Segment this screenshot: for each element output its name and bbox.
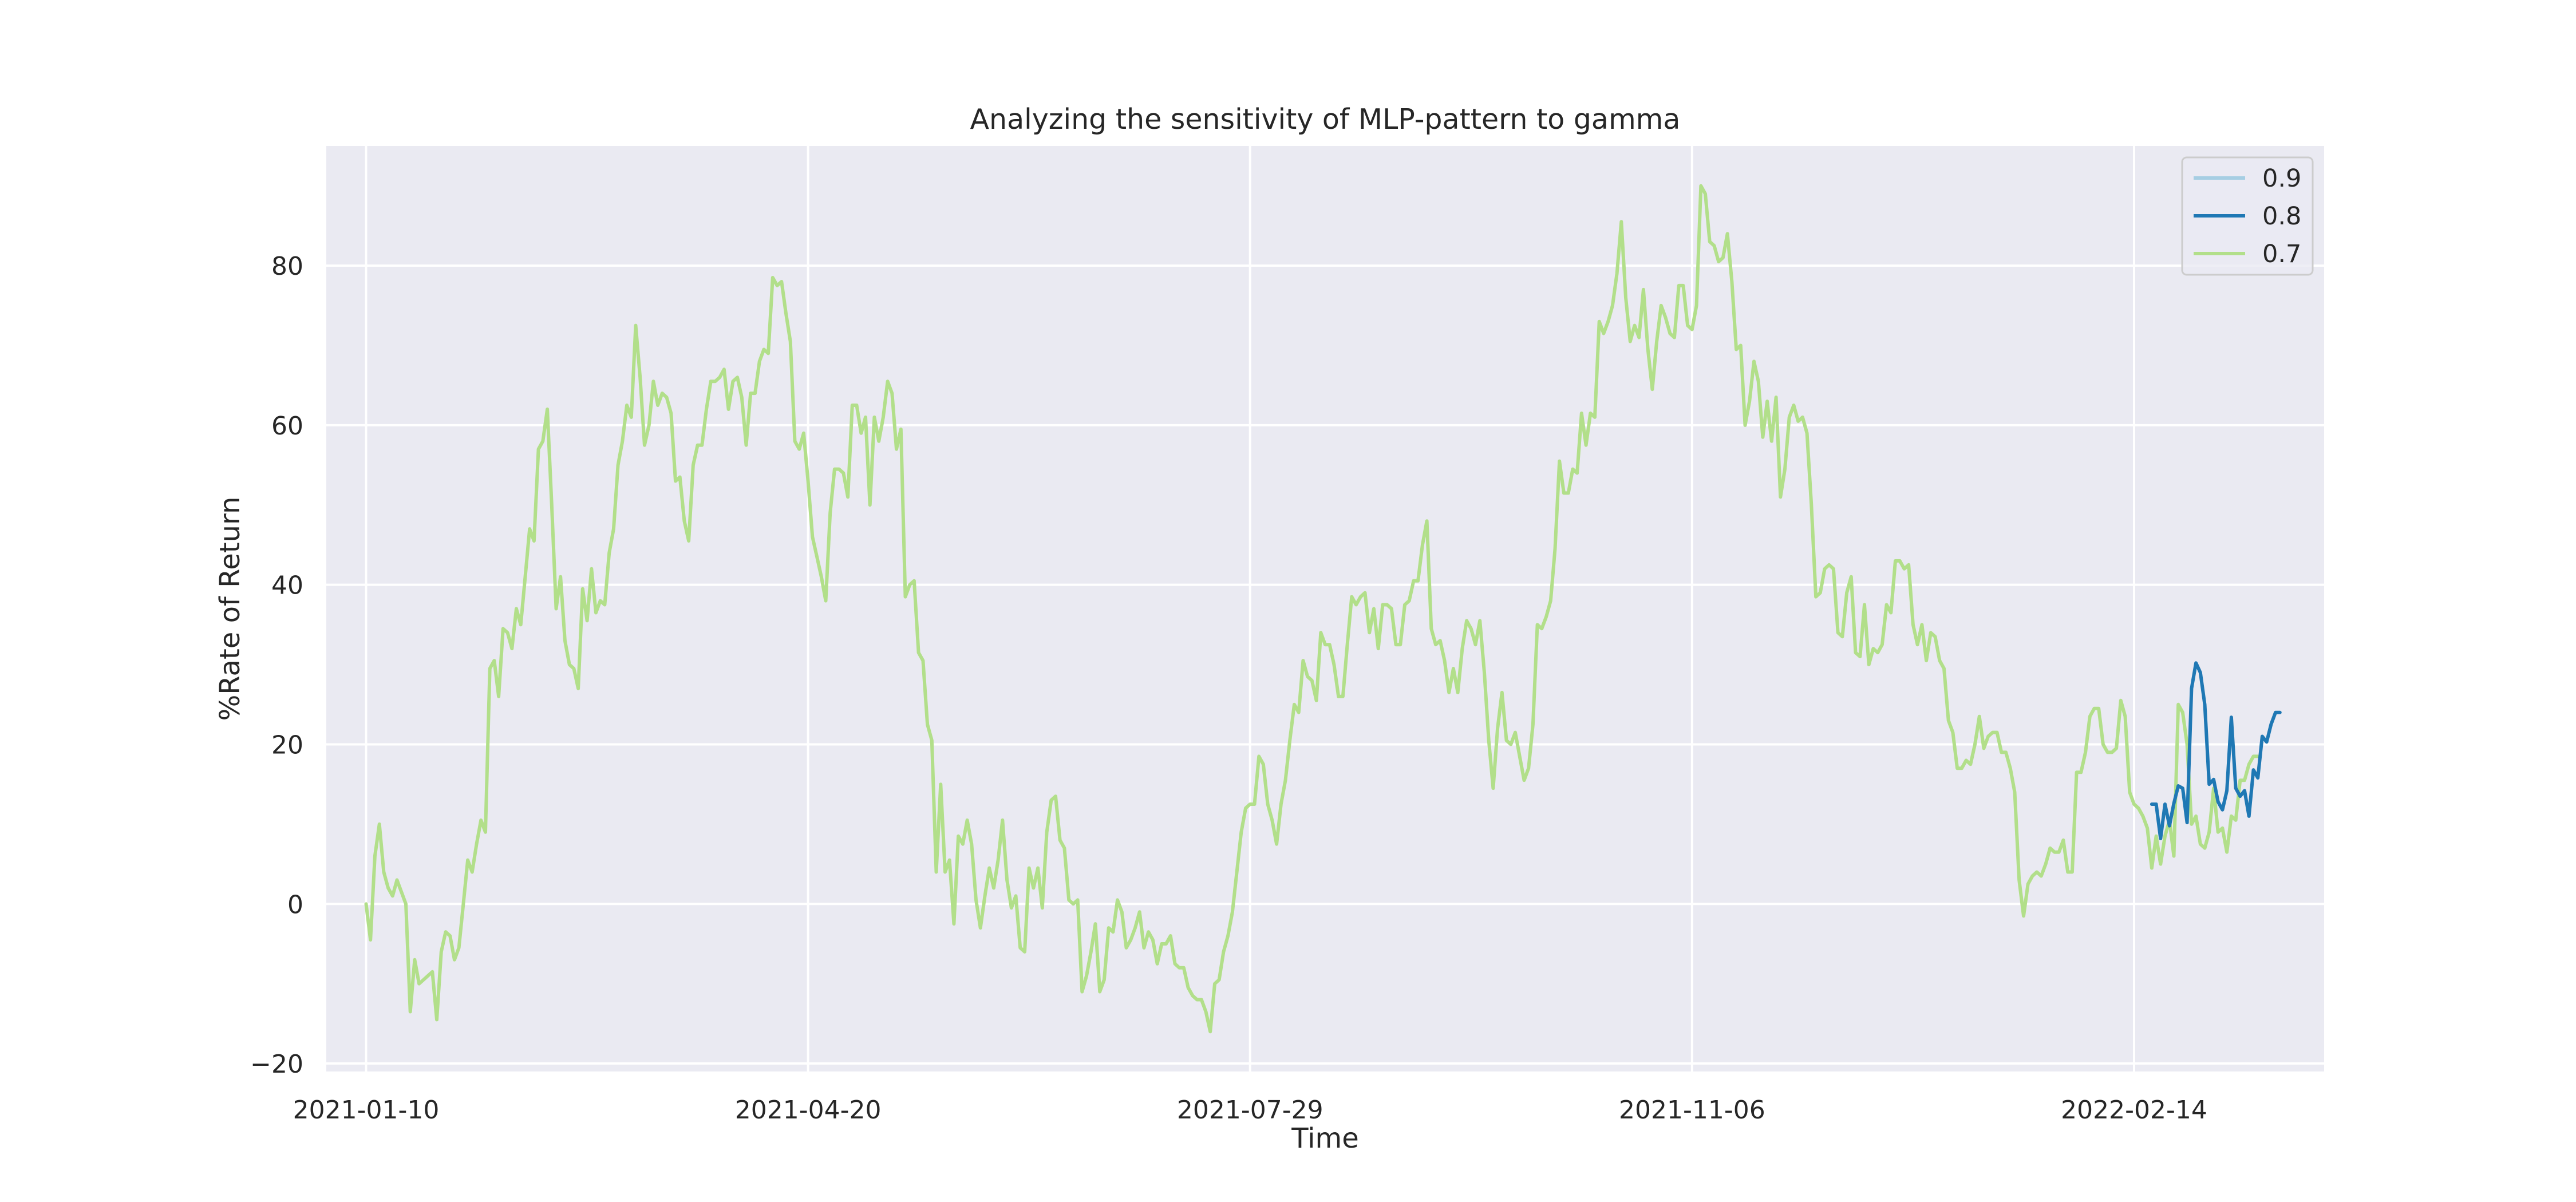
legend-label: 0.7 [2262, 240, 2301, 268]
x-tick-label: 2021-01-10 [293, 1096, 440, 1125]
tick-labels: −20 0 20 40 60 80 2021-01-10 2021-04-20 2021-07-… [250, 252, 2207, 1125]
legend-items: 0.9 0.8 0.7 [2194, 164, 2301, 268]
legend: 0.9 0.8 0.7 [2181, 156, 2314, 276]
x-tick-label: 2021-04-20 [735, 1096, 882, 1125]
legend-box [2181, 156, 2314, 276]
y-tick-label: 40 [271, 571, 303, 600]
series-line-0-7 [364, 184, 2260, 1034]
legend-label: 0.8 [2262, 202, 2301, 231]
x-axis-title: Time [1291, 1122, 1358, 1154]
plot-area [326, 146, 2324, 1071]
x-tick-label: 2022-02-14 [2061, 1096, 2207, 1125]
x-tick-label: 2021-07-29 [1177, 1096, 1323, 1125]
y-axis-title: %Rate of Return [214, 497, 246, 721]
chart-title: Analyzing the sensitivity of MLP-pattern… [970, 103, 1681, 136]
y-tick-label: −20 [250, 1050, 303, 1079]
legend-label: 0.9 [2262, 164, 2301, 193]
series-line-0-8 [2150, 661, 2282, 840]
y-tick-label: 20 [271, 730, 303, 760]
grid-lines [326, 146, 2324, 1071]
y-tick-label: 60 [271, 412, 303, 441]
x-tick-label: 2021-11-06 [1619, 1096, 1765, 1125]
series-lines [364, 184, 2282, 1034]
y-tick-label: 80 [271, 252, 303, 281]
y-tick-label: 0 [287, 890, 303, 919]
